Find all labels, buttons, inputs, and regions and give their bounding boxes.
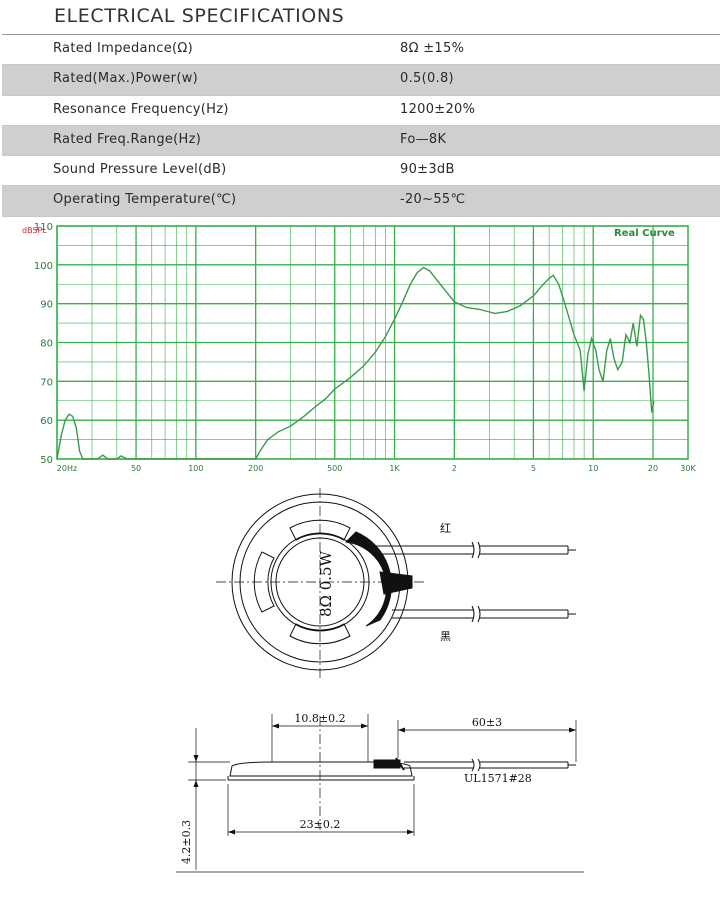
spec-row-temperature: Operating Temperature(℃) -20~55℃ <box>2 186 720 217</box>
spec-label: Rated(Max.)Power(w) <box>53 71 198 87</box>
y-tick-label: 50 <box>40 455 53 466</box>
x-tick-label: 50 <box>131 464 141 473</box>
specifications-title: ELECTRICAL SPECIFICATIONS <box>54 5 345 27</box>
wire-label-red: 红 <box>440 522 451 535</box>
chart-y-ticks: 50 60 70 80 90 100 110 <box>34 222 53 466</box>
spec-row-freq-range: Rated Freq.Range(Hz) Fo—8K <box>2 125 720 157</box>
dimension-inner-diameter: 10.8±0.2 <box>294 712 345 725</box>
spec-row-spl: Sound Pressure Level(dB) 90±3dB <box>2 156 720 187</box>
spec-value: 0.5(0.8) <box>400 71 454 87</box>
chart-grid <box>56 225 688 460</box>
spec-row-resonance: Resonance Frequency(Hz) 1200±20% <box>2 96 720 126</box>
spec-value: -20~55℃ <box>400 192 466 208</box>
specifications-table: ELECTRICAL SPECIFICATIONS Rated Impedanc… <box>2 0 720 217</box>
x-tick-label: 1K <box>389 464 400 473</box>
speaker-side-view <box>176 714 584 873</box>
dimension-outer-diameter: 23±0.2 <box>300 818 341 831</box>
x-tick-label: 30K <box>680 464 696 473</box>
y-tick-label: 90 <box>40 300 53 311</box>
spec-row-impedance: Rated Impedance(Ω) 8Ω ±15% <box>2 35 720 66</box>
y-tick-label: 110 <box>34 222 53 233</box>
spec-value: 8Ω ±15% <box>400 41 465 56</box>
speaker-marking: 8Ω 0.5W <box>317 550 335 617</box>
x-tick-label: 100 <box>188 464 203 473</box>
x-tick-label: 5 <box>531 464 536 473</box>
wire-label-black: 黑 <box>440 630 451 643</box>
spec-label: Rated Freq.Range(Hz) <box>53 131 202 147</box>
speaker-front-view <box>216 488 576 680</box>
chart-x-ticks: 20Hz 50 100 200 500 1K 2 5 10 20 30K <box>57 464 697 473</box>
x-tick-label: 200 <box>248 464 263 473</box>
x-tick-label: 2 <box>452 464 457 473</box>
y-tick-label: 60 <box>40 416 53 427</box>
response-curve-line <box>56 266 655 460</box>
speaker-outline-drawing: 8Ω 0.5W 红 黑 <box>176 488 584 873</box>
chart-y-label: dBSPL <box>22 226 47 235</box>
spec-label: Operating Temperature(℃) <box>53 192 237 208</box>
spec-value: 90±3dB <box>400 162 455 178</box>
spec-label: Resonance Frequency(Hz) <box>53 101 229 117</box>
spec-value: Fo—8K <box>400 131 447 147</box>
spec-row-power: Rated(Max.)Power(w) 0.5(0.8) <box>2 65 720 96</box>
y-tick-label: 100 <box>34 261 53 272</box>
x-tick-label: 10 <box>588 464 598 473</box>
spec-label: Sound Pressure Level(dB) <box>53 162 227 178</box>
x-tick-label: 20Hz <box>57 464 77 473</box>
x-tick-label: 500 <box>327 464 342 473</box>
y-tick-label: 70 <box>40 377 53 388</box>
chart-title: Real Curve <box>614 228 675 239</box>
dimension-lead-length: 60±3 <box>472 716 502 729</box>
specifications-heading: ELECTRICAL SPECIFICATIONS <box>2 0 720 35</box>
y-tick-label: 80 <box>40 339 53 350</box>
dimension-wire-type: UL1571#28 <box>464 772 532 785</box>
dimension-height: 4.2±0.3 <box>180 820 193 864</box>
spec-value: 1200±20% <box>400 101 476 117</box>
solder-terminal <box>344 531 392 627</box>
x-tick-label: 20 <box>648 464 658 473</box>
spec-label: Rated Impedance(Ω) <box>53 41 194 56</box>
